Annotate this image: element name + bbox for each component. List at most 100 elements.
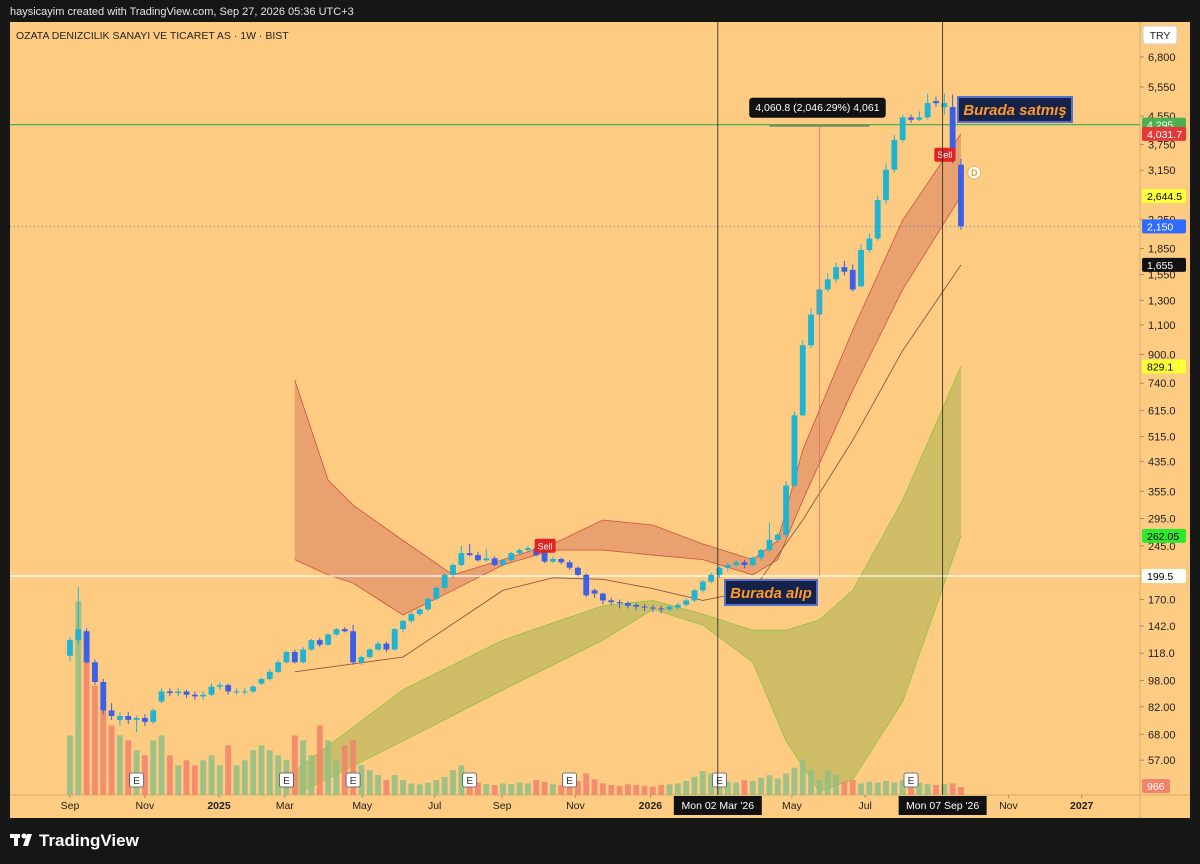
volume-bar: [674, 783, 681, 795]
candle-body: [599, 593, 606, 601]
y-tick-label: 355.0: [1148, 486, 1176, 498]
candle-body: [216, 685, 223, 687]
volume-bar: [824, 770, 831, 795]
candle-body: [350, 631, 356, 663]
x-tick-label: 2025: [207, 800, 231, 812]
volume-bar: [166, 755, 173, 795]
logo-mark: [21, 833, 27, 839]
volume-bar: [766, 775, 773, 795]
volume-bar: [508, 784, 515, 795]
volume-bar: [841, 781, 848, 795]
volume-bar: [783, 773, 790, 795]
volume-bar: [891, 782, 898, 795]
volume-bar: [616, 785, 623, 795]
candle-body: [441, 574, 448, 588]
volume-bar: [233, 765, 240, 795]
price-label-box: [1142, 569, 1186, 584]
candle-body: [616, 602, 623, 604]
candle-body: [633, 604, 640, 607]
volume-bar: [533, 780, 540, 795]
volume-bar: [300, 740, 307, 795]
annotation: Burada satmış: [963, 102, 1066, 119]
candle-body: [150, 710, 157, 722]
y-tick-label: 68.00: [1148, 729, 1176, 741]
candle-body: [341, 629, 348, 632]
volume-bar: [908, 783, 914, 795]
candle-body: [300, 649, 307, 663]
candle-body: [525, 548, 531, 551]
header-bar: [0, 0, 1200, 22]
currency[interactable]: TRY: [1150, 30, 1171, 42]
candle-body: [758, 550, 765, 558]
volume-bar: [733, 782, 740, 795]
volume-bar: [358, 765, 365, 795]
earnings-marker: [562, 772, 577, 788]
candle-body: [624, 603, 631, 606]
y-tick-label: 170.0: [1148, 595, 1176, 607]
volume-bar: [83, 631, 90, 795]
volume-bar: [866, 781, 873, 795]
candle-body: [266, 671, 273, 680]
candle-body: [466, 553, 473, 556]
volume-bar: [849, 780, 856, 795]
annotation: Burada alıp: [730, 585, 812, 602]
candle-body: [924, 103, 931, 118]
volume-bar: [175, 765, 182, 795]
band-upper: [294, 133, 962, 576]
volume-bar: [483, 784, 490, 795]
chart-background: [10, 22, 1190, 818]
price-label: 4,031.7: [1147, 129, 1182, 141]
signal-label: Sell: [538, 541, 553, 551]
candle-body: [500, 560, 506, 566]
candle-body: [158, 691, 165, 702]
candle-body: [233, 691, 240, 693]
volume-bar: [683, 780, 690, 795]
volume-bar: [450, 770, 456, 795]
candle-body: [933, 101, 939, 104]
volume-bar: [316, 725, 323, 795]
candle-body: [433, 587, 440, 599]
y-tick-label: 142.0: [1148, 621, 1176, 633]
price-label-box: [1142, 188, 1186, 203]
candle-body: [400, 620, 406, 630]
volume-bar: [158, 735, 165, 795]
volume-bar: [933, 785, 939, 795]
volume-bar: [491, 785, 498, 795]
candle-body: [674, 604, 681, 608]
volume-bar: [741, 780, 748, 795]
candle-body: [200, 694, 207, 697]
volume-bar: [400, 780, 406, 795]
volume-bar: [699, 771, 706, 795]
candle-body: [824, 279, 831, 290]
candle-body: [849, 269, 856, 290]
earnings-marker: [279, 772, 294, 788]
volume-bar: [475, 782, 481, 795]
candle-body: [416, 609, 423, 615]
y-tick-label: 3,750: [1148, 140, 1176, 152]
volume-bar: [391, 775, 398, 795]
candle-body: [699, 581, 706, 591]
candle-body: [208, 686, 215, 695]
candle-body: [391, 629, 398, 650]
volume-bar: [225, 745, 232, 795]
volume-bar: [208, 755, 215, 795]
volume-bar: [241, 760, 248, 795]
candle-body: [591, 590, 598, 594]
candle-body: [250, 686, 257, 692]
candle-body: [366, 649, 373, 658]
price-label-box: [1142, 257, 1186, 272]
crosshair-label: Mon 02 Mar '26: [681, 800, 754, 812]
candle-body: [858, 250, 864, 287]
volume-bar: [75, 601, 82, 795]
candle-body: [283, 651, 290, 663]
volume-bar: [599, 783, 606, 795]
currency-box[interactable]: [1142, 25, 1178, 45]
candle-body: [241, 691, 248, 693]
volume-bar: [774, 778, 781, 795]
volume-bar: [874, 782, 881, 795]
candle-body: [475, 555, 481, 561]
earnings-label: E: [716, 776, 723, 787]
candle-body: [92, 662, 98, 683]
crosshair-label-box: [673, 796, 762, 815]
candle-body: [666, 606, 673, 610]
